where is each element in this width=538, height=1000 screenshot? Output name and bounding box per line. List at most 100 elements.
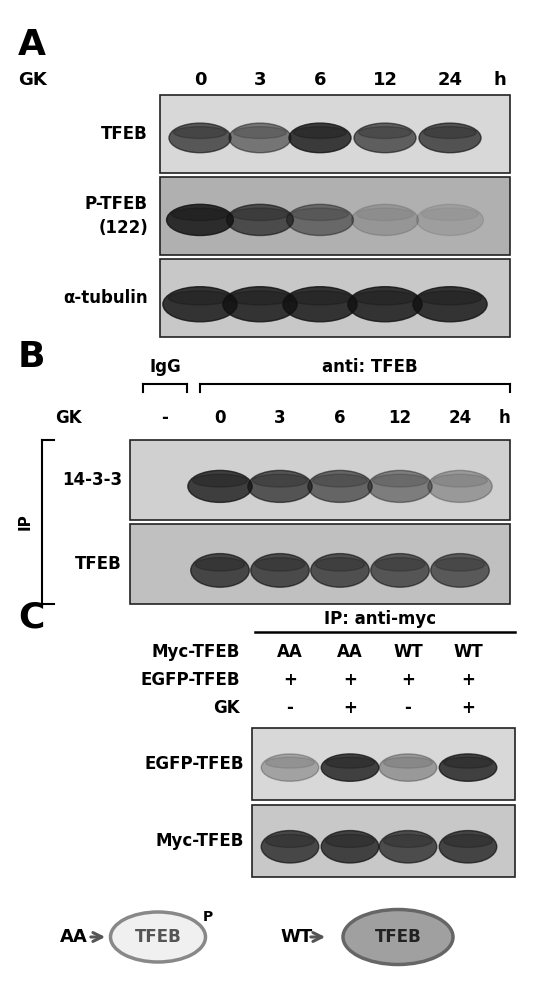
Ellipse shape: [251, 554, 309, 587]
Ellipse shape: [248, 470, 312, 502]
Ellipse shape: [226, 204, 293, 235]
Text: IgG: IgG: [149, 358, 181, 376]
Ellipse shape: [379, 754, 437, 781]
Text: h: h: [499, 409, 511, 427]
Ellipse shape: [368, 470, 432, 502]
Ellipse shape: [419, 123, 481, 153]
Text: AA: AA: [337, 643, 363, 661]
Text: 0: 0: [194, 71, 206, 89]
Ellipse shape: [188, 470, 252, 502]
Bar: [252, 728, 515, 800]
Ellipse shape: [168, 291, 231, 305]
Bar: [130, 440, 510, 520]
Ellipse shape: [289, 123, 351, 153]
Text: 3: 3: [254, 71, 266, 89]
Text: +: +: [283, 671, 297, 689]
Ellipse shape: [375, 558, 425, 571]
Text: α-tubulin: α-tubulin: [63, 289, 148, 307]
Text: C: C: [18, 600, 44, 634]
Text: GK: GK: [55, 409, 82, 427]
Ellipse shape: [294, 127, 346, 138]
Text: 14-3-3: 14-3-3: [62, 471, 122, 489]
Text: EGFP-TFEB: EGFP-TFEB: [140, 671, 240, 689]
Ellipse shape: [167, 204, 233, 235]
Ellipse shape: [443, 834, 492, 847]
Text: IP: IP: [18, 514, 33, 530]
Ellipse shape: [416, 204, 484, 235]
Text: TFEB: TFEB: [134, 928, 181, 946]
Text: +: +: [343, 699, 357, 717]
Ellipse shape: [229, 291, 292, 305]
Ellipse shape: [443, 757, 492, 768]
Ellipse shape: [266, 757, 314, 768]
Ellipse shape: [431, 554, 489, 587]
Ellipse shape: [266, 834, 314, 847]
Ellipse shape: [193, 474, 247, 487]
Ellipse shape: [435, 558, 485, 571]
Text: anti: TFEB: anti: TFEB: [322, 358, 418, 376]
Ellipse shape: [172, 208, 229, 221]
Text: (122): (122): [98, 219, 148, 237]
Text: AA: AA: [277, 643, 303, 661]
Text: GK: GK: [214, 699, 240, 717]
Ellipse shape: [315, 558, 365, 571]
Text: -: -: [287, 699, 293, 717]
Ellipse shape: [321, 831, 379, 863]
Ellipse shape: [231, 208, 288, 221]
Bar: [160, 177, 510, 255]
Ellipse shape: [384, 757, 433, 768]
Text: WT: WT: [453, 643, 483, 661]
Ellipse shape: [379, 831, 437, 863]
Ellipse shape: [439, 831, 497, 863]
Text: TFEB: TFEB: [75, 555, 122, 573]
Text: +: +: [461, 671, 475, 689]
Text: +: +: [343, 671, 357, 689]
Ellipse shape: [292, 208, 349, 221]
Ellipse shape: [195, 558, 245, 571]
Ellipse shape: [439, 754, 497, 781]
Ellipse shape: [287, 204, 353, 235]
Text: 24: 24: [437, 71, 463, 89]
Ellipse shape: [229, 123, 291, 153]
Ellipse shape: [354, 123, 416, 153]
Ellipse shape: [110, 912, 206, 962]
Ellipse shape: [191, 554, 249, 587]
Text: +: +: [461, 699, 475, 717]
Ellipse shape: [352, 204, 419, 235]
Text: EGFP-TFEB: EGFP-TFEB: [145, 755, 244, 773]
Bar: [160, 95, 510, 173]
Ellipse shape: [313, 474, 367, 487]
Ellipse shape: [311, 554, 369, 587]
Bar: [130, 524, 510, 604]
Text: WT: WT: [393, 643, 423, 661]
Ellipse shape: [261, 754, 319, 781]
Ellipse shape: [359, 127, 412, 138]
Text: 0: 0: [214, 409, 226, 427]
Bar: [160, 259, 510, 337]
Text: TFEB: TFEB: [101, 125, 148, 143]
Text: WT: WT: [280, 928, 312, 946]
Ellipse shape: [348, 287, 422, 322]
Text: A: A: [18, 28, 46, 62]
Ellipse shape: [325, 757, 374, 768]
Text: 12: 12: [372, 71, 398, 89]
Ellipse shape: [321, 754, 379, 781]
Ellipse shape: [283, 287, 357, 322]
Text: IP: anti-myc: IP: anti-myc: [324, 610, 436, 628]
Ellipse shape: [174, 127, 226, 138]
Text: -: -: [161, 409, 168, 427]
Text: TFEB: TFEB: [374, 928, 421, 946]
Ellipse shape: [423, 127, 476, 138]
Text: P-TFEB: P-TFEB: [85, 195, 148, 213]
Ellipse shape: [233, 127, 286, 138]
Text: 24: 24: [448, 409, 472, 427]
Text: 12: 12: [388, 409, 412, 427]
Text: 6: 6: [334, 409, 346, 427]
Ellipse shape: [428, 470, 492, 502]
Text: GK: GK: [18, 71, 47, 89]
Text: +: +: [401, 671, 415, 689]
Ellipse shape: [384, 834, 433, 847]
Ellipse shape: [261, 831, 319, 863]
Ellipse shape: [419, 291, 482, 305]
Ellipse shape: [288, 291, 351, 305]
